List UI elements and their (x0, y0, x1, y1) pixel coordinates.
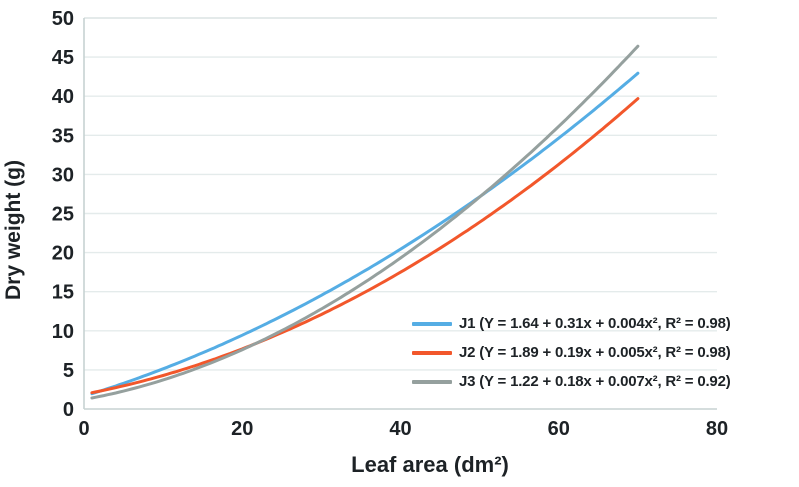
legend-line-swatch-J1 (412, 321, 452, 326)
curve-J3 (90, 44, 640, 400)
x-axis-tick-label: 20 (231, 418, 253, 440)
y-axis-tick-label: 15 (52, 282, 74, 304)
legend-line-swatch-J3 (412, 379, 452, 384)
y-axis-tick-label: 30 (52, 164, 74, 186)
y-axis-tick-label: 10 (52, 321, 74, 343)
y-axis-title: Dry weight (g) (2, 160, 25, 300)
y-axis-tick-label: 45 (52, 47, 74, 69)
legend-line-swatch-J2 (412, 350, 452, 355)
y-axis-tick-label: 0 (63, 399, 74, 421)
legend-item-J2: J2 (Y = 1.89 + 0.19x + 0.005x², R² = 0.9… (412, 338, 731, 367)
y-axis-tick-label: 20 (52, 243, 74, 265)
legend-label-J1: J1 (Y = 1.64 + 0.31x + 0.004x², R² = 0.9… (459, 315, 731, 332)
y-axis-tick-label: 35 (52, 125, 74, 147)
x-axis-tick-label: 80 (706, 418, 728, 440)
y-axis-tick-label: 40 (52, 86, 74, 108)
x-axis-title: Leaf area (dm²) (351, 452, 509, 477)
legend: J1 (Y = 1.64 + 0.31x + 0.004x², R² = 0.9… (412, 309, 731, 396)
x-axis-tick-label: 0 (78, 418, 89, 440)
y-axis-tick-label: 50 (52, 8, 74, 30)
legend-label-J2: J2 (Y = 1.89 + 0.19x + 0.005x², R² = 0.9… (459, 344, 731, 361)
curve-J1 (90, 71, 640, 396)
legend-item-J3: J3 (Y = 1.22 + 0.18x + 0.007x², R² = 0.9… (412, 367, 731, 396)
legend-item-J1: J1 (Y = 1.64 + 0.31x + 0.004x², R² = 0.9… (412, 309, 731, 338)
x-axis-tick-label: 40 (389, 418, 411, 440)
x-axis-tick-label: 60 (548, 418, 570, 440)
y-axis-tick-label: 25 (52, 204, 74, 226)
y-axis-tick-label: 5 (63, 360, 74, 382)
legend-label-J3: J3 (Y = 1.22 + 0.18x + 0.007x², R² = 0.9… (459, 373, 731, 390)
curve-J2 (90, 97, 640, 395)
